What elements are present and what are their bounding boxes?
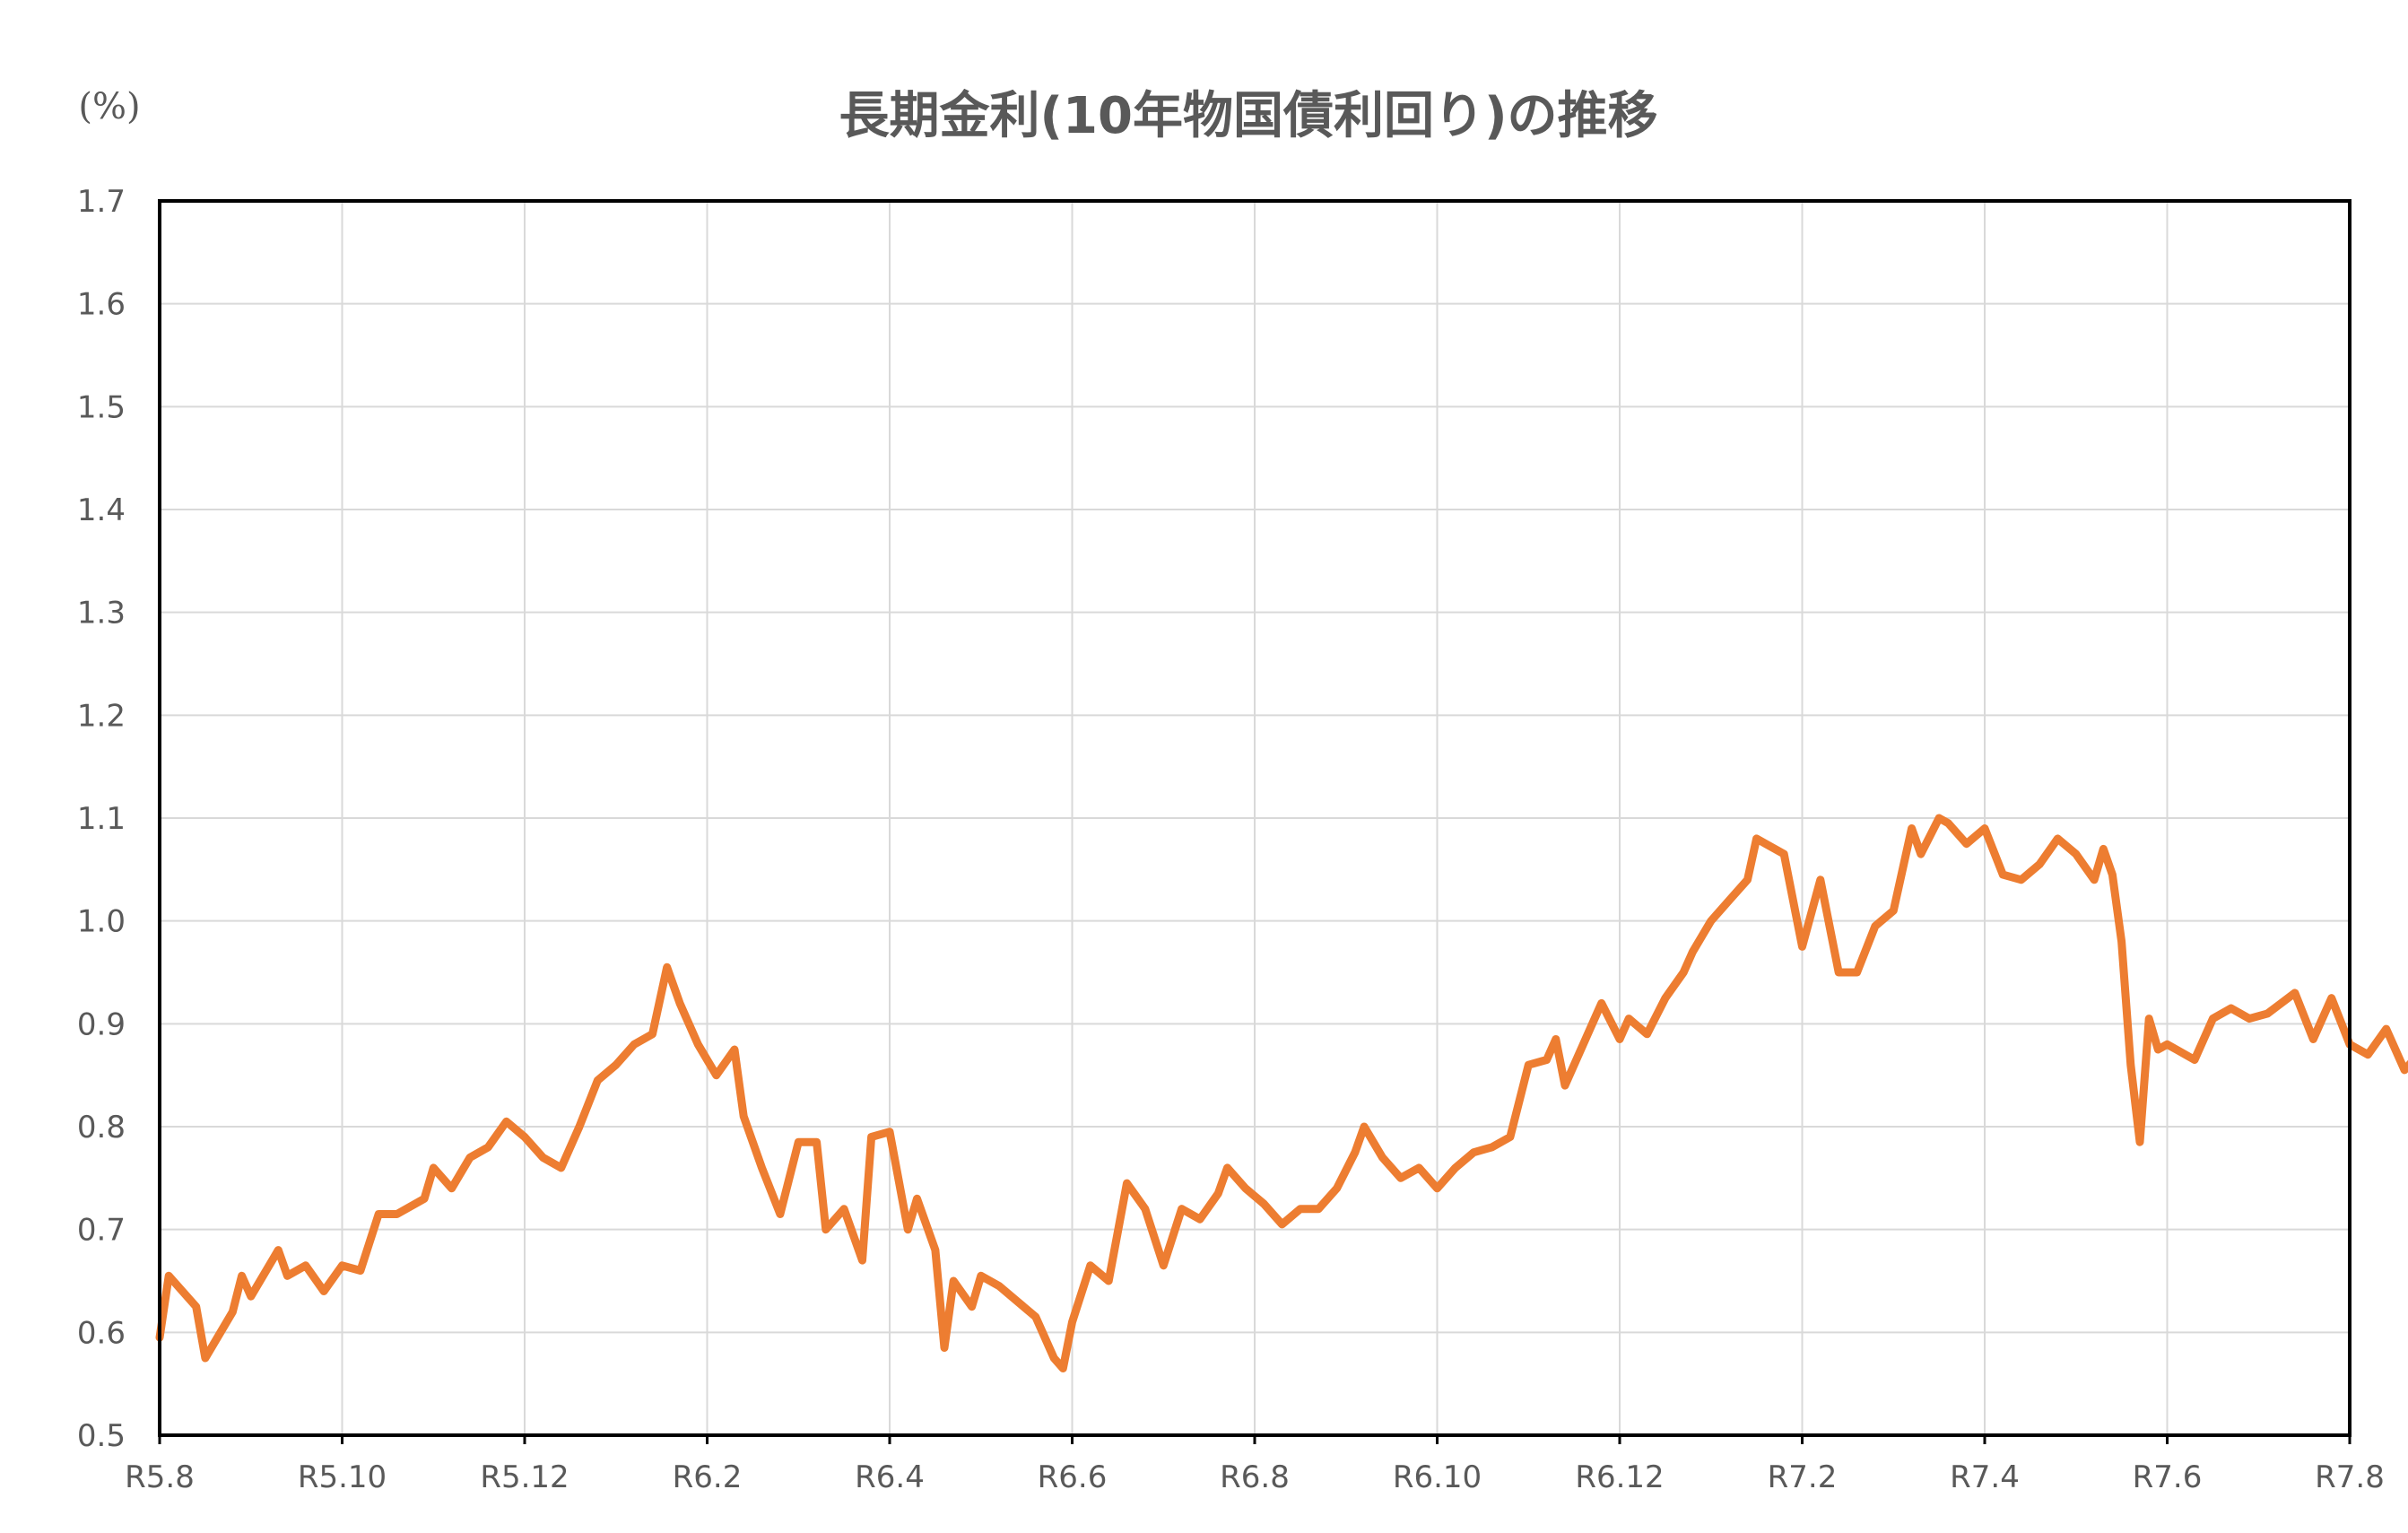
plot-area-border <box>158 199 2351 1437</box>
y-tick-label: 1.1 <box>77 801 126 837</box>
series-line <box>155 814 2408 1372</box>
x-tick-label: R7.2 <box>1768 1459 1838 1495</box>
y-tick-label: 1.7 <box>77 184 126 220</box>
x-tick-label: R5.8 <box>125 1459 195 1495</box>
x-axis-ticks: R5.8 R5.10 R5.12 R6.2 R6.4 R6.6 R6.8 R6.10 R6.12… <box>125 1435 2385 1495</box>
x-tick-label: R6.10 <box>1393 1459 1482 1495</box>
y-tick-label: 0.7 <box>77 1213 126 1249</box>
y-tick-label: 1.5 <box>77 389 126 425</box>
y-tick-label: 1.3 <box>77 596 126 631</box>
chart-title: 長期金利(10年物国債利回り)の推移 <box>839 87 1657 145</box>
y-axis-unit-label: (%) <box>78 86 140 127</box>
x-tick-label: R5.10 <box>298 1459 387 1495</box>
x-tick-label: R6.12 <box>1575 1459 1664 1495</box>
x-tick-label: R6.4 <box>855 1459 925 1495</box>
x-tick-label: R6.6 <box>1038 1459 1108 1495</box>
y-tick-label: 0.6 <box>77 1315 126 1351</box>
y-tick-label: 1.2 <box>77 698 126 734</box>
x-tick-label: R6.8 <box>1220 1459 1290 1495</box>
y-tick-label: 0.5 <box>77 1418 126 1454</box>
y-tick-label: 1.4 <box>77 492 126 528</box>
series-layer <box>155 814 2408 1372</box>
y-tick-label: 0.9 <box>77 1006 126 1042</box>
x-tick-label: R5.12 <box>480 1459 569 1495</box>
y-tick-label: 0.8 <box>77 1110 126 1145</box>
x-tick-label: R7.8 <box>2315 1459 2385 1495</box>
x-tick-label: R7.4 <box>1950 1459 2020 1495</box>
y-tick-label: 1.6 <box>77 287 126 323</box>
y-axis-ticks: 0.5 0.6 0.7 0.8 0.9 1.0 1.1 1.2 1.3 1.4 1.5 1.6 1.7 <box>77 184 126 1454</box>
x-tick-label: R7.6 <box>2133 1459 2203 1495</box>
y-tick-label: 1.0 <box>77 904 126 940</box>
x-tick-label: R6.2 <box>673 1459 743 1495</box>
gridlines <box>159 200 2351 1436</box>
